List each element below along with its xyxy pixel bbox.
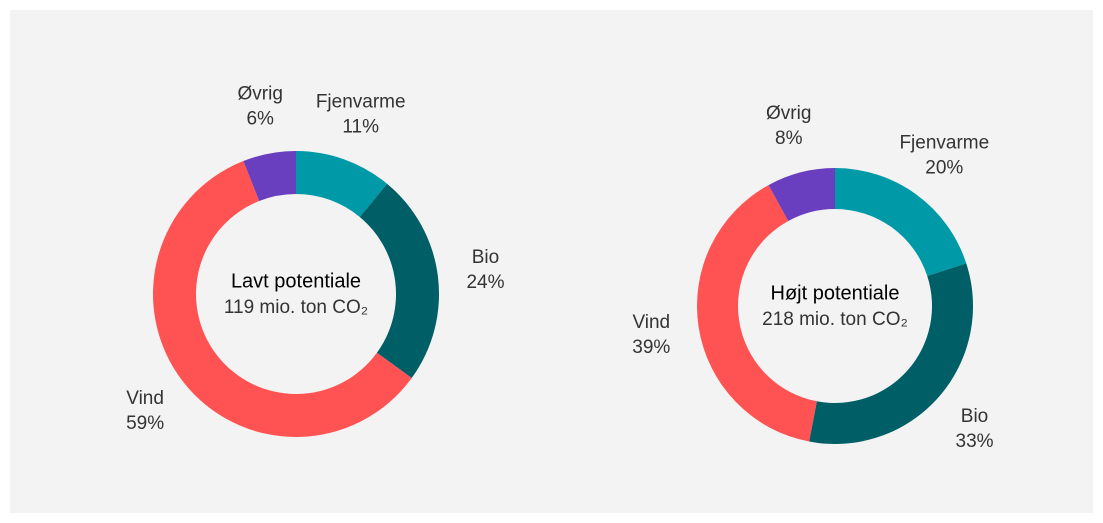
segment-value: 8% — [775, 128, 803, 149]
segment-value: 24% — [466, 272, 504, 293]
donut-segment — [696, 185, 817, 442]
segment-value: 39% — [632, 337, 670, 358]
segment-label: Vind — [632, 312, 670, 333]
segment-label: Bio — [961, 406, 988, 427]
segment-label: Vind — [126, 388, 164, 409]
donut-segment — [296, 151, 388, 217]
segment-value: 6% — [246, 108, 274, 129]
donut-segment — [809, 263, 973, 444]
center-title: Højt potentiale — [771, 282, 900, 304]
segment-label: Fjenvarme — [899, 133, 989, 154]
donut-segment — [835, 168, 967, 277]
center-subtitle: 218 mio. ton CO₂ — [762, 309, 908, 330]
center-title: Lavt potentiale — [231, 270, 361, 292]
segment-value: 20% — [925, 158, 963, 179]
segment-value: 33% — [956, 431, 994, 452]
donut-segment — [359, 183, 439, 379]
segment-label: Bio — [472, 247, 499, 268]
donut-segment — [152, 161, 412, 438]
segment-label: Fjenvarme — [316, 91, 406, 112]
segment-label: Øvrig — [238, 83, 283, 104]
donut-segment — [243, 151, 296, 202]
segment-value: 59% — [126, 413, 164, 434]
segment-label: Øvrig — [766, 103, 811, 124]
center-subtitle: 119 mio. ton CO₂ — [224, 297, 368, 318]
donut-segment — [768, 168, 835, 221]
segment-value: 11% — [342, 116, 379, 137]
